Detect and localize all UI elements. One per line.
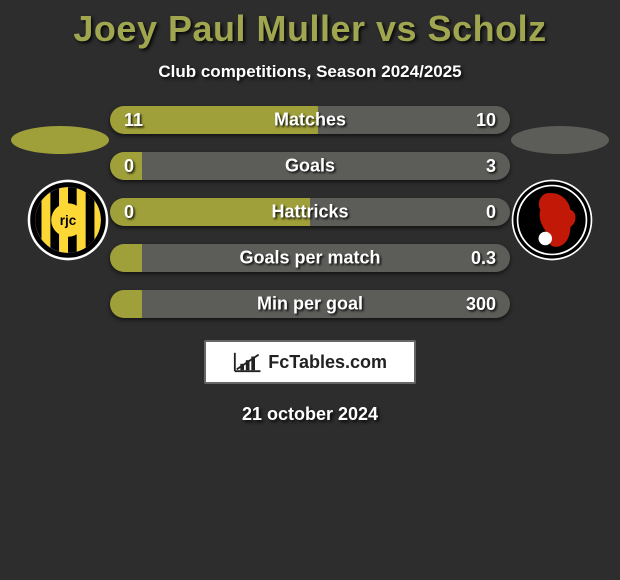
- stat-segment-left: 0: [110, 152, 142, 180]
- stat-bar: 00Hattricks: [110, 198, 510, 226]
- stat-value-right: 0.3: [457, 248, 510, 269]
- helmond-crest-icon: [502, 178, 602, 262]
- stat-value-right: 0: [472, 202, 510, 223]
- stat-bar: 1110Matches: [110, 106, 510, 134]
- stat-bar: 300Min per goal: [110, 290, 510, 318]
- stat-value-right: 10: [462, 110, 510, 131]
- page-title: Joey Paul Muller vs Scholz: [73, 8, 546, 50]
- stat-value-left: 11: [110, 110, 157, 131]
- roda-crest-icon: rjc: [18, 178, 118, 262]
- stat-segment-left: [110, 290, 142, 318]
- stat-segment-left: 0: [110, 198, 310, 226]
- attribution-text: FcTables.com: [268, 352, 387, 373]
- bar-chart-icon: [233, 351, 262, 373]
- attribution-box: FcTables.com: [204, 340, 416, 384]
- stat-bar: 03Goals: [110, 152, 510, 180]
- team-badge-right: [502, 178, 602, 262]
- stat-segment-right: 3: [142, 152, 510, 180]
- stat-segment-left: [110, 244, 142, 272]
- svg-text:rjc: rjc: [60, 213, 77, 228]
- stat-value-right: 3: [472, 156, 510, 177]
- stat-segment-right: 0.3: [142, 244, 510, 272]
- player-left-tag: [11, 126, 109, 154]
- stat-segment-right: 10: [318, 106, 510, 134]
- subtitle: Club competitions, Season 2024/2025: [158, 62, 461, 82]
- stat-segment-right: 0: [310, 198, 510, 226]
- player-right-tag: [511, 126, 609, 154]
- stat-value-left: 0: [110, 202, 148, 223]
- stat-value-right: 300: [452, 294, 510, 315]
- stat-bar: 0.3Goals per match: [110, 244, 510, 272]
- team-badge-left: rjc: [18, 178, 118, 262]
- date-text: 21 october 2024: [242, 404, 378, 425]
- stat-segment-left: 11: [110, 106, 318, 134]
- stat-segment-right: 300: [142, 290, 510, 318]
